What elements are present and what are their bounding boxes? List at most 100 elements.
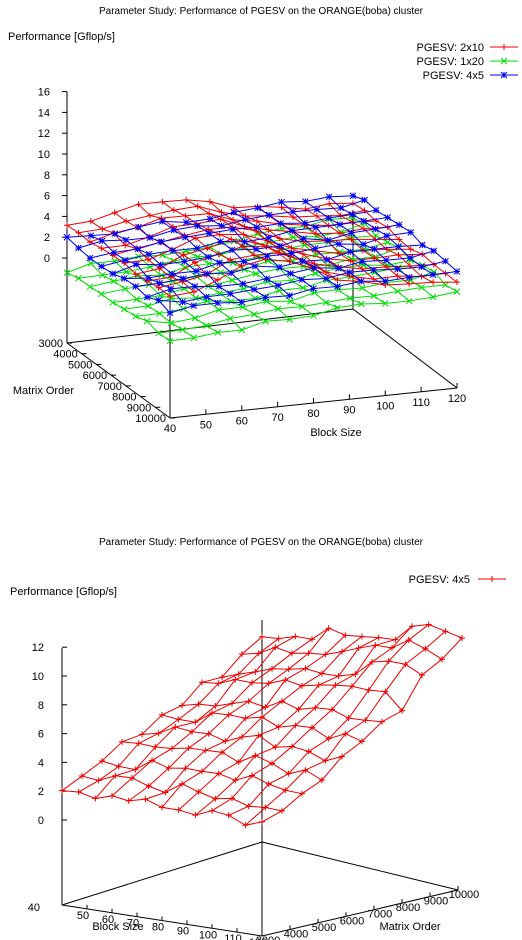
series-4x5-point bbox=[299, 257, 307, 265]
series-4x5-point bbox=[299, 790, 305, 797]
series-1x20-point bbox=[109, 299, 117, 306]
series-2x10-point bbox=[217, 216, 224, 223]
series-2x10-point bbox=[156, 265, 163, 272]
series-4x5-point bbox=[229, 226, 237, 233]
series-4x5-point bbox=[239, 280, 247, 288]
series-4x5-point bbox=[242, 715, 249, 722]
series-4x5-col-line bbox=[138, 226, 243, 303]
series-4x5-point bbox=[175, 716, 182, 723]
x-tick-label: 50 bbox=[77, 910, 89, 922]
legend-sample-marker bbox=[500, 71, 508, 79]
z-tick-label: 12 bbox=[32, 642, 44, 654]
series-2x10-point bbox=[192, 235, 199, 242]
series-4x5-point bbox=[282, 676, 289, 683]
series-2x10-point bbox=[326, 200, 333, 207]
series-4x5-point bbox=[157, 261, 164, 269]
series-4x5-point bbox=[298, 276, 306, 284]
series-4x5-point bbox=[332, 682, 339, 689]
series-2x10-point bbox=[230, 216, 236, 223]
y-tick-label: 10000 bbox=[135, 413, 166, 425]
series-1x20-point bbox=[229, 259, 237, 267]
series-1x20-point bbox=[97, 290, 105, 298]
floor-right-edge bbox=[352, 308, 458, 389]
y-tick-label: 10000 bbox=[449, 889, 480, 901]
series-4x5-point bbox=[205, 229, 213, 237]
legend-label-3: PGESV: 4x5 bbox=[423, 70, 484, 82]
series-1x20-point bbox=[453, 288, 461, 295]
series-1x20-point bbox=[405, 297, 413, 305]
series-4x5-point bbox=[275, 263, 283, 271]
series-2x10-point bbox=[302, 206, 309, 213]
series-1x20-point bbox=[63, 269, 71, 277]
series-4x5-point bbox=[405, 274, 413, 281]
series-4x5-point bbox=[235, 759, 242, 766]
series-4x5-point bbox=[145, 250, 153, 258]
series-4x5-point bbox=[180, 275, 187, 282]
series-1x20-point bbox=[334, 304, 341, 312]
series-2x10-col-line bbox=[281, 206, 386, 286]
series-4x5-point bbox=[409, 623, 415, 630]
series-4x5-point bbox=[287, 270, 294, 277]
series-4x5-point bbox=[254, 204, 262, 212]
series-4x5-point bbox=[192, 719, 199, 726]
series-4x5-point bbox=[285, 666, 292, 673]
x-tick-label: 40 bbox=[164, 423, 176, 435]
series-4x5-point bbox=[348, 211, 356, 218]
series-4x5-point bbox=[109, 792, 115, 799]
series-4x5-point bbox=[286, 292, 293, 299]
y-tick-label: 4000 bbox=[284, 928, 308, 940]
series-4x5-point bbox=[212, 703, 219, 710]
series-4x5-point bbox=[352, 671, 359, 678]
series-4x5-point bbox=[215, 680, 222, 687]
series-4x5-point bbox=[229, 700, 235, 707]
series-4x5-point bbox=[395, 243, 402, 250]
series-4x5-point bbox=[309, 724, 315, 731]
series-4x5-point bbox=[335, 673, 342, 680]
series-4x5-point bbox=[359, 240, 367, 248]
series-1x20-point bbox=[203, 322, 210, 329]
series-4x5-point bbox=[274, 282, 282, 289]
series-2x10-point bbox=[167, 293, 173, 300]
series-1x20-col-line bbox=[66, 272, 171, 342]
series-2x10-point bbox=[182, 212, 189, 219]
x-axis-label: Block Size bbox=[92, 921, 143, 933]
series-4x5-col-line bbox=[261, 637, 463, 823]
series-4x5-point bbox=[242, 822, 249, 829]
series-4x5-point bbox=[259, 714, 265, 721]
x-tick-label: 120 bbox=[249, 937, 267, 940]
series-1x20-point bbox=[429, 293, 437, 301]
series-2x10-point bbox=[216, 231, 223, 238]
series-1x20-point bbox=[358, 284, 366, 292]
series-2x10-point bbox=[218, 209, 225, 216]
series-4x5-point bbox=[292, 633, 299, 640]
series-2x10-point bbox=[123, 218, 130, 225]
series-4x5-point bbox=[325, 193, 333, 201]
series-1x20-point bbox=[214, 329, 222, 336]
series-4x5-point bbox=[272, 744, 279, 751]
series-4x5-point bbox=[372, 642, 379, 649]
series-1x20-point bbox=[228, 277, 236, 284]
series-2x10-point bbox=[170, 207, 177, 214]
series-4x5-point bbox=[79, 773, 85, 780]
series-4x5-point bbox=[329, 706, 335, 713]
series-4x5-point bbox=[245, 698, 252, 705]
series-4x5-point bbox=[259, 633, 265, 640]
series-4x5-point bbox=[251, 262, 259, 270]
series-4x5-point bbox=[289, 743, 295, 750]
series-4x5-point bbox=[86, 254, 94, 262]
y-tick-label: 6000 bbox=[340, 915, 364, 927]
series-2x10-point bbox=[336, 230, 343, 237]
series-2x10-point bbox=[406, 280, 413, 287]
series-4x5-point bbox=[168, 270, 176, 278]
series-4x5-point bbox=[382, 256, 390, 264]
series-1x20-point bbox=[286, 315, 293, 323]
series-1x20-point bbox=[120, 305, 128, 313]
legend-sample-marker bbox=[501, 44, 507, 50]
series-4x5-point bbox=[319, 777, 325, 784]
x-tick-label: 70 bbox=[127, 918, 139, 930]
series-4x5-point bbox=[190, 302, 198, 310]
series-4x5-point bbox=[142, 796, 149, 803]
series-1x20-point bbox=[384, 239, 392, 246]
series-4x5-point bbox=[229, 795, 235, 802]
series-4x5-point bbox=[305, 650, 312, 657]
